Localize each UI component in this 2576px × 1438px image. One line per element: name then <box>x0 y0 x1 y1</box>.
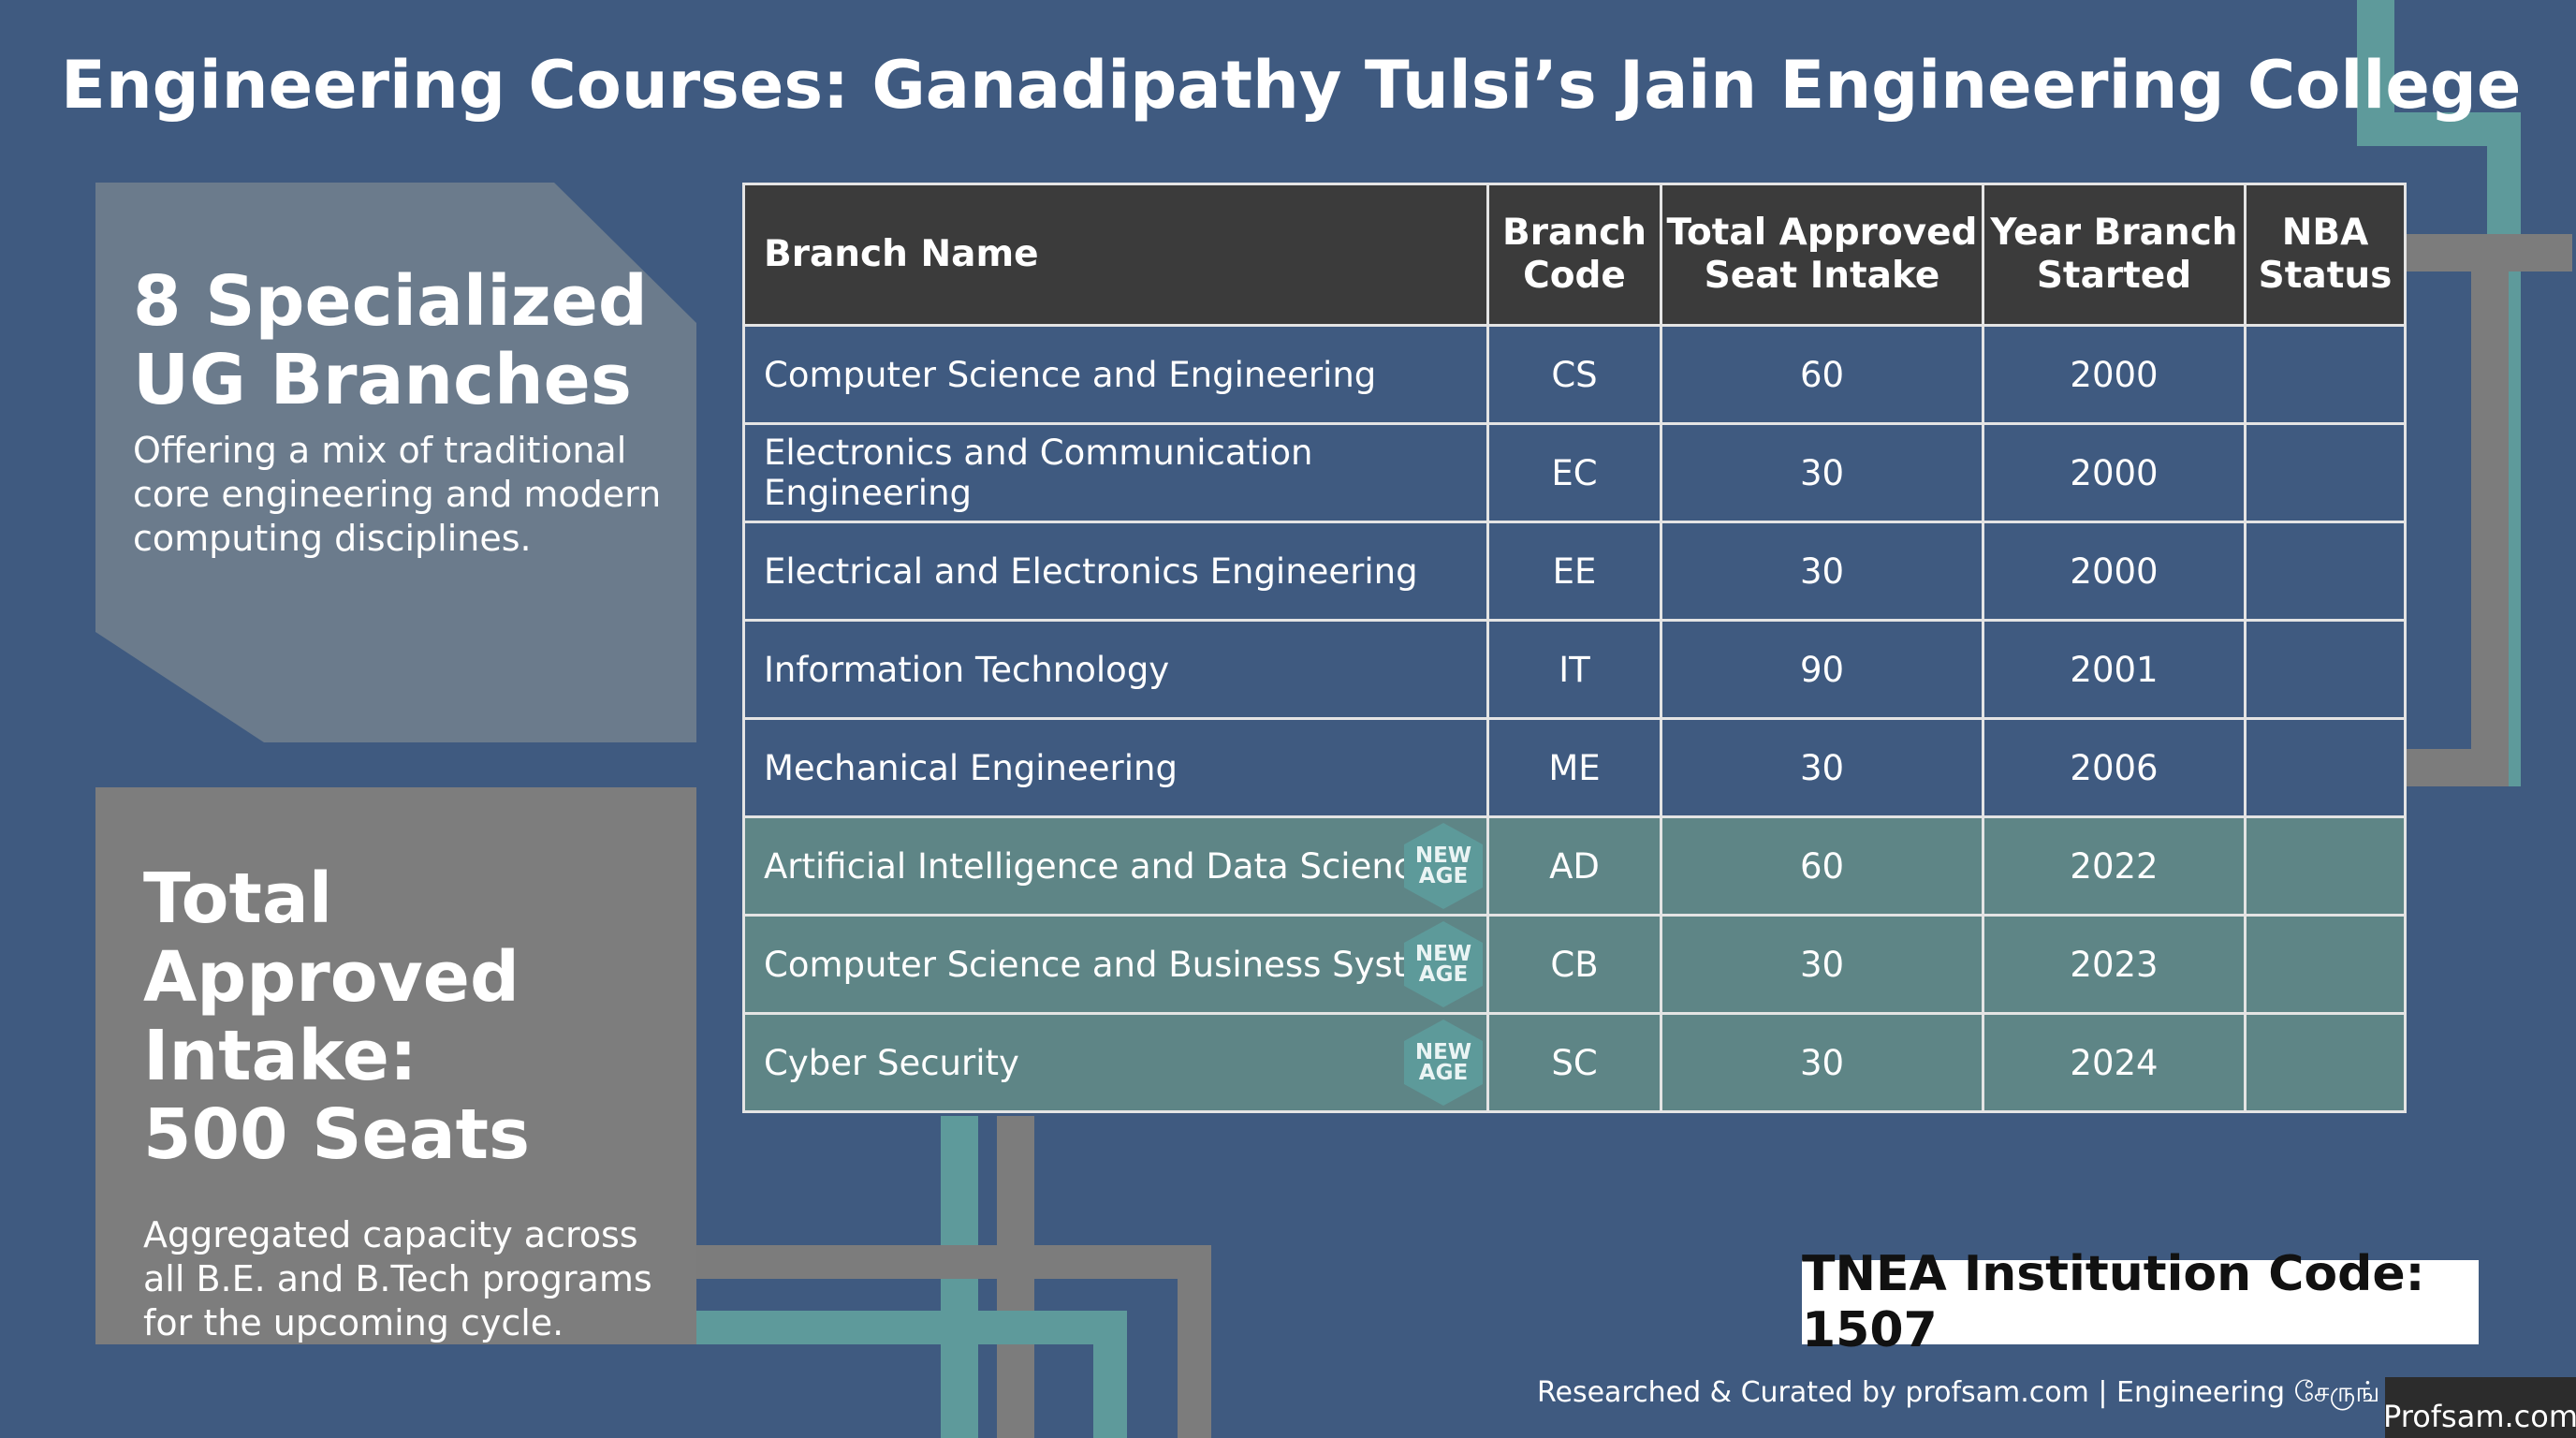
table-cell: EE <box>1486 521 1662 622</box>
table-cell: ME <box>1486 717 1662 818</box>
table-cell: 30 <box>1660 717 1984 818</box>
header-line: Started <box>2036 255 2192 297</box>
header-cell: NBA Status <box>2244 183 2407 327</box>
institution-code: TNEA Institution Code: 1507 <box>1802 1246 2479 1358</box>
header-line: Total Approved <box>1666 212 1978 254</box>
branches-heading: 8 Specialized UG Branches <box>133 262 695 419</box>
table-cell: 60 <box>1660 815 1984 917</box>
header-text: Branch Name <box>764 233 1039 276</box>
new-age-badge: NEW AGE <box>1404 1020 1483 1106</box>
intake-description: Aggregated capacity across all B.E. and B… <box>143 1213 695 1345</box>
table-cell: 2000 <box>1982 324 2247 425</box>
table-cell: 2006 <box>1982 717 2247 818</box>
header-cell: Branch Name <box>742 183 1489 327</box>
heading-line: UG Branches <box>133 340 632 420</box>
header-text: Total Approved Seat Intake <box>1667 212 1978 298</box>
header-line: Year Branch <box>1990 212 2238 254</box>
description-line: Offering a mix of traditional <box>133 430 627 471</box>
intake-heading: Total Approved Intake: 500 Seats <box>143 859 695 1174</box>
description-line: for the upcoming cycle. <box>143 1302 564 1343</box>
table-cell: SC <box>1486 1012 1662 1113</box>
table-cell: CB <box>1486 914 1662 1015</box>
empty-cell <box>2244 619 2407 720</box>
heading-line: Intake: <box>143 1016 417 1096</box>
table-cell: AD <box>1486 815 1662 917</box>
table-cell: EC <box>1486 422 1662 523</box>
header-text: Year Branch Started <box>1990 212 2237 298</box>
empty-cell <box>2244 1012 2407 1113</box>
title: Engineering Courses: Ganadipathy Tulsi’s… <box>61 47 2522 124</box>
header-line: Code <box>1523 255 1626 297</box>
table-cell: IT <box>1486 619 1662 720</box>
table-cell: CS <box>1486 324 1662 425</box>
table-cell: 2001 <box>1982 619 2247 720</box>
table-cell: 2022 <box>1982 815 2247 917</box>
table-cell: Electrical and Electronics Engineering <box>742 521 1489 622</box>
header-cell: Total Approved Seat Intake <box>1660 183 1984 327</box>
header-line: Status <box>2258 255 2393 297</box>
header-text: NBA Status <box>2259 212 2393 298</box>
table-cell: Mechanical Engineering <box>742 717 1489 818</box>
heading-line: 500 Seats <box>143 1094 531 1175</box>
description-line: all B.E. and B.Tech programs <box>143 1258 652 1299</box>
table-cell: 90 <box>1660 619 1984 720</box>
table-cell: Artificial Intelligence and Data Science <box>742 815 1489 917</box>
header-line: NBA <box>2281 212 2369 254</box>
table-cell: 2023 <box>1982 914 2247 1015</box>
table-cell: 2024 <box>1982 1012 2247 1113</box>
heading-line: 8 Specialized <box>133 261 648 342</box>
empty-cell <box>2244 815 2407 917</box>
empty-cell <box>2244 521 2407 622</box>
table-cell: Electronics and Communication Engineerin… <box>742 422 1489 523</box>
description-line: computing disciplines. <box>133 518 532 559</box>
table-cell: 2000 <box>1982 521 2247 622</box>
empty-cell <box>2244 324 2407 425</box>
header-line: Branch <box>1502 212 1647 254</box>
empty-cell <box>2244 914 2407 1015</box>
header-cell: Year Branch Started <box>1982 183 2247 327</box>
logo: Profsam.com <box>2383 1377 2576 1438</box>
description-line: Aggregated capacity across <box>143 1214 638 1255</box>
table-cell: Information Technology <box>742 619 1489 720</box>
table-cell: 30 <box>1660 521 1984 622</box>
table-cell: 30 <box>1660 422 1984 523</box>
intake-text: Total Approved Intake: 500 Seats Aggregate… <box>143 859 695 1345</box>
intake-panel <box>95 787 696 1344</box>
table-cell: 30 <box>1660 914 1984 1015</box>
table-cell: 30 <box>1660 1012 1984 1113</box>
empty-cell <box>2244 422 2407 523</box>
table-cell: Computer Science and Engineering <box>742 324 1489 425</box>
empty-cell <box>2244 717 2407 818</box>
branches-text: 8 Specialized UG Branches Offering a mix … <box>133 262 695 561</box>
header-cell: Branch Code <box>1486 183 1662 327</box>
branches-panel <box>95 183 696 742</box>
heading-line: Total Approved <box>143 858 520 1018</box>
footer: Researched & Curated by profsam.com | En… <box>1537 1376 2379 1409</box>
header-line: Branch Name <box>764 233 1039 275</box>
table-cell: Computer Science and Business System <box>742 914 1489 1015</box>
table-cell: Cyber Security <box>742 1012 1489 1113</box>
table-cell: 60 <box>1660 324 1984 425</box>
header-text: Branch Code <box>1502 212 1647 298</box>
header-line: Seat Intake <box>1704 255 1940 297</box>
description-line: core engineering and modern <box>133 474 662 515</box>
table-cell: 2000 <box>1982 422 2247 523</box>
branches-description: Offering a mix of traditional core engine… <box>133 429 695 561</box>
